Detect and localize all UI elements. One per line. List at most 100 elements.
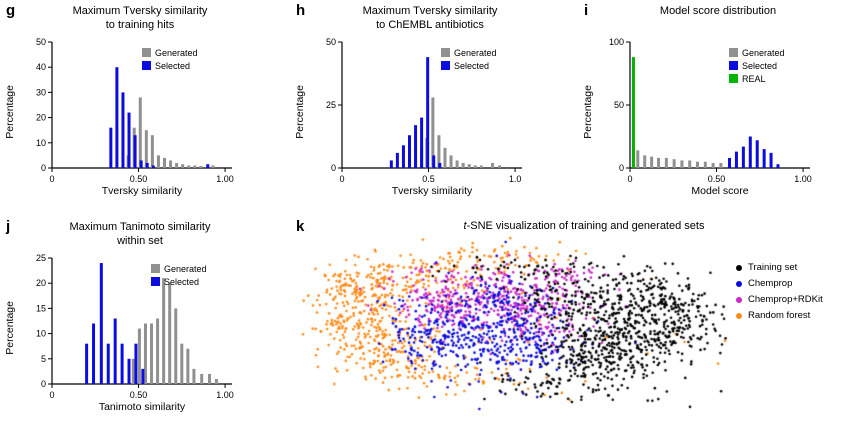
histogram-bar (109, 127, 113, 168)
panel-letter: h (296, 2, 306, 19)
x-tick-label: 1.00 (216, 390, 234, 400)
x-axis-label: Tversky similarity (101, 185, 183, 197)
histogram-bar (163, 157, 166, 168)
x-tick-label: 1.0 (509, 174, 522, 184)
histogram-bar (631, 57, 635, 168)
histogram-bar (437, 135, 441, 168)
histogram-bar (208, 373, 211, 384)
legend-label: Chemprop (748, 278, 793, 289)
histogram-bar (636, 150, 640, 168)
legend-label: Generated (155, 48, 198, 58)
histogram-bar (85, 343, 89, 384)
panel-title: Maximum Tversky similarity to training h… (26, 2, 254, 34)
histogram-bar (443, 147, 447, 168)
histogram-bar (120, 343, 124, 384)
histogram-bar (755, 140, 759, 168)
legend-item: Random forest (736, 310, 823, 321)
legend-label: Selected (454, 61, 489, 71)
legend-label: Generated (164, 264, 207, 274)
histogram-bar (696, 161, 699, 168)
y-tick-label: 15 (36, 303, 46, 313)
y-tick-label: 100 (609, 37, 624, 47)
legend-dot-chemprop (736, 280, 742, 287)
histogram-bar (214, 378, 218, 384)
tsne-row: Training set Chemprop Chemprop+RDKit Ran… (294, 236, 860, 416)
panel-j: j Maximum Tanimoto similarity within set… (4, 218, 292, 426)
histogram-bar (741, 146, 745, 168)
legend-dot-training-set (736, 264, 742, 271)
x-tick-label: 0.50 (708, 174, 726, 184)
plot-row: Percentage 0 50 100 0 0.50 1.00 Generated Selec… (582, 36, 864, 188)
histogram-bar (150, 135, 154, 168)
histogram-bar (431, 97, 435, 168)
panel-g: g Maximum Tversky similarity to training… (4, 2, 292, 214)
histogram-plot: 0 50 100 0 0.50 1.00 Generated Selected REAL (609, 37, 812, 184)
plot-row: Percentage 0 5 10 15 20 25 0 0.50 1.00 Generated S… (4, 252, 292, 404)
y-tick-label: 10 (36, 138, 46, 148)
panel-title: Maximum Tanimoto similarity within set (26, 218, 254, 250)
histogram-plot: 0 25 50 0 0.5 1.0 Generated Selected (326, 37, 522, 184)
x-tick-label: 0.50 (130, 174, 148, 184)
histogram-bar (106, 343, 110, 384)
plot-row: Percentage 0 25 50 0 0.5 1.0 Generated Selected (294, 36, 578, 188)
histogram-bar (138, 97, 142, 168)
y-tick-label: 20 (36, 113, 46, 123)
histogram-bar (776, 164, 780, 168)
histogram-bar (688, 160, 692, 168)
histogram-bar (113, 318, 117, 384)
legend-label: Selected (155, 61, 190, 71)
histogram-bar (762, 149, 766, 168)
x-tick-label: 0.5 (422, 174, 435, 184)
histogram-bar (139, 160, 143, 168)
title-line: Maximum Tversky similarity (362, 5, 498, 17)
legend-swatch (441, 61, 450, 70)
legend-dot-random-forest (736, 312, 742, 319)
histogram-bar (672, 159, 676, 168)
y-tick-label: 25 (326, 100, 336, 110)
y-tick-label: 5 (41, 354, 46, 364)
legend-label: REAL (742, 74, 766, 84)
histogram-bar (449, 155, 453, 168)
histogram-bar (92, 323, 96, 384)
y-tick-label: 40 (36, 62, 46, 72)
y-tick-label: 0 (41, 379, 46, 389)
legend-swatch (151, 264, 160, 273)
panel-title: Model score distribution (604, 2, 832, 34)
histogram-bar (193, 165, 197, 168)
x-tick-label: 0 (339, 174, 344, 184)
histogram-bar (206, 164, 210, 168)
panel-letter: k (296, 218, 305, 235)
panel-h: h Maximum Tversky similarity to ChEMBL a… (294, 2, 578, 214)
histogram-bar (680, 160, 684, 168)
y-tick-label: 0 (41, 163, 46, 173)
histogram-bar (168, 283, 172, 384)
histogram-bar (711, 162, 715, 168)
histogram-bar (395, 152, 399, 168)
y-tick-label: 50 (614, 100, 624, 110)
histogram-bar (498, 165, 501, 168)
histogram-bar (461, 162, 465, 168)
legend-label: Generated (454, 48, 497, 58)
histogram-bar (455, 160, 459, 168)
histogram-bar (174, 308, 178, 384)
y-tick-label: 50 (36, 37, 46, 47)
tsne-scatter-plot (294, 236, 734, 416)
panel-title: Maximum Tversky similarity to ChEMBL ant… (316, 2, 544, 34)
histogram-bar (432, 155, 436, 168)
histogram-bar (156, 318, 160, 384)
title-line: to ChEMBL antibiotics (376, 19, 484, 32)
title-text: -SNE visualization of training and gener… (466, 220, 705, 232)
histogram-bar (491, 162, 495, 168)
title-line: to training hits (105, 19, 175, 32)
histogram-bar (414, 125, 418, 168)
histogram-bar (748, 136, 752, 168)
histogram-bar (728, 157, 732, 168)
histogram-bar (187, 165, 191, 168)
legend-item: Chemprop+RDKit (736, 294, 823, 305)
histogram-bar (719, 162, 723, 168)
y-tick-label: 20 (36, 278, 46, 288)
histogram-bar (180, 343, 184, 384)
legend-label: Generated (742, 48, 785, 58)
x-tick-label: 0.50 (130, 390, 148, 400)
